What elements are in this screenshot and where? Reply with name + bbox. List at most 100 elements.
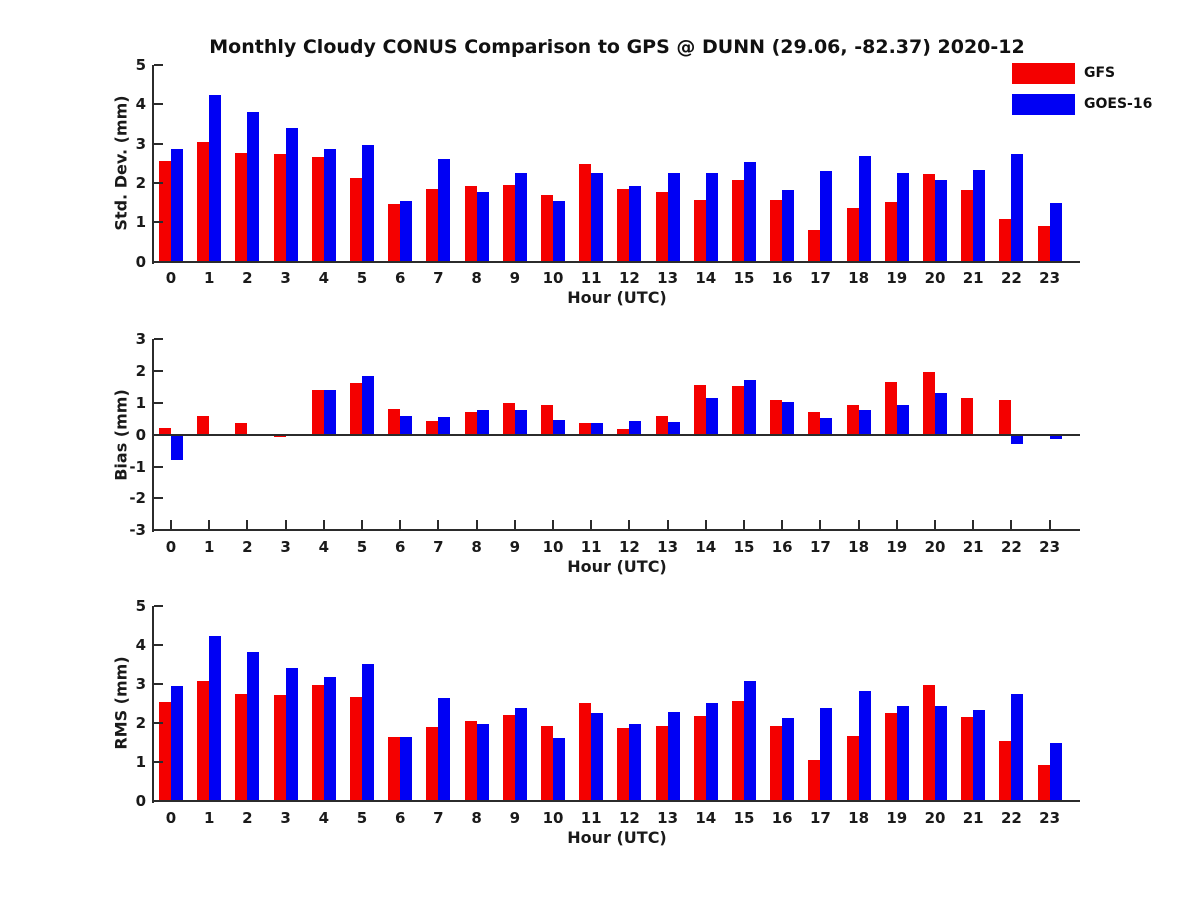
x-tick <box>1048 520 1051 530</box>
x-tick-label: 3 <box>280 809 291 827</box>
bar-goes16-h0 <box>171 686 183 801</box>
bar-goes16-h8 <box>476 410 489 435</box>
bar-gfs-h11 <box>579 703 592 801</box>
x-tick-label: 18 <box>848 809 870 827</box>
bar-goes16-h10 <box>553 737 565 801</box>
bar-gfs-h3 <box>273 434 286 438</box>
x-tick <box>666 520 669 530</box>
bar-gfs-h10 <box>541 725 553 801</box>
bar-gfs-h20 <box>923 174 935 262</box>
x-tick-label: 13 <box>657 269 679 287</box>
bar-goes16-h23 <box>1049 742 1062 801</box>
x-tick-label: 9 <box>509 538 521 556</box>
bar-gfs-h8 <box>464 411 477 435</box>
x-tick-label: 21 <box>962 538 984 556</box>
x-tick <box>284 520 287 530</box>
bar-goes16-h7 <box>438 697 451 801</box>
bar-goes16-h6 <box>400 736 413 801</box>
bar-goes16-h15 <box>744 681 756 801</box>
legend-label-gfs: GFS <box>1084 65 1116 81</box>
bar-goes16-h11 <box>591 173 604 262</box>
y-tick-label: 0 <box>135 252 146 271</box>
bar-goes16-h4 <box>323 148 336 262</box>
x-tick-label: 23 <box>1039 269 1061 287</box>
x-tick <box>552 520 554 530</box>
bar-goes16-h8 <box>476 191 489 262</box>
x-tick-label: 3 <box>280 269 291 287</box>
bar-gfs-h4 <box>311 156 324 262</box>
bar-goes16-h3 <box>285 127 298 262</box>
x-tick-label: 22 <box>1000 809 1022 827</box>
y-tick <box>154 338 163 340</box>
y-tick <box>154 497 163 500</box>
bar-gfs-h21 <box>961 397 974 435</box>
bar-goes16-h20 <box>935 180 947 262</box>
bar-gfs-h22 <box>999 740 1012 801</box>
x-tick-label: 6 <box>394 809 406 827</box>
bar-gfs-h13 <box>655 191 668 262</box>
x-tick-label: 22 <box>1000 269 1022 287</box>
x-tick-label: 15 <box>733 809 755 827</box>
bar-goes16-h18 <box>858 156 871 262</box>
bar-gfs-h5 <box>350 177 362 262</box>
bar-gfs-h11 <box>579 164 592 262</box>
bar-gfs-h1 <box>197 680 210 801</box>
x-tick-label: 20 <box>924 538 946 556</box>
x-tick <box>170 520 172 530</box>
bar-gfs-h17 <box>808 411 821 435</box>
bar-gfs-h5 <box>350 382 362 435</box>
x-tick-label: 22 <box>1000 538 1022 556</box>
x-tick <box>361 520 363 530</box>
bar-goes16-h13 <box>667 421 680 435</box>
y-tick <box>154 142 163 145</box>
x-tick-label: 12 <box>618 538 640 556</box>
y-tick-label: -1 <box>129 457 146 476</box>
x-tick-label: 16 <box>771 269 793 287</box>
bar-gfs-h19 <box>884 202 897 262</box>
bar-gfs-h9 <box>502 715 515 801</box>
y-tick <box>154 64 163 66</box>
x-tick-label: 0 <box>165 269 177 287</box>
bar-goes16-h22 <box>1011 693 1024 801</box>
bar-gfs-h7 <box>426 188 439 262</box>
y-tick-label: 3 <box>135 134 146 153</box>
x-tick-label: 2 <box>242 809 253 827</box>
x-tick-label: 9 <box>509 809 521 827</box>
bar-gfs-h2 <box>235 422 248 435</box>
x-tick-label: 16 <box>771 809 793 827</box>
x-tick-label: 7 <box>433 809 444 827</box>
x-tick-label: 0 <box>165 809 177 827</box>
x-tick-label: 1 <box>203 809 215 827</box>
y-tick <box>154 103 163 106</box>
bar-goes16-h8 <box>476 724 489 801</box>
y-tick-label: 4 <box>135 635 146 654</box>
y-tick <box>154 605 163 607</box>
bar-goes16-h14 <box>705 172 718 262</box>
bar-gfs-h8 <box>464 186 477 262</box>
bar-goes16-h19 <box>896 404 909 435</box>
bar-gfs-h10 <box>541 195 553 262</box>
legend-swatch-goes16 <box>1012 94 1075 115</box>
bar-goes16-h16 <box>782 718 795 801</box>
bar-goes16-h14 <box>705 702 718 801</box>
bar-goes16-h22 <box>1011 434 1024 445</box>
bar-gfs-h19 <box>884 712 897 801</box>
bar-gfs-h2 <box>235 694 248 801</box>
bar-goes16-h1 <box>209 95 222 262</box>
y-axis-line <box>152 606 154 803</box>
bar-gfs-h2 <box>235 153 248 262</box>
bar-goes16-h7 <box>438 416 451 435</box>
bar-goes16-h12 <box>629 185 642 262</box>
bar-goes16-h15 <box>744 162 756 262</box>
bar-goes16-h10 <box>553 419 565 435</box>
x-tick-label: 5 <box>356 269 368 287</box>
x-tick-label: 12 <box>618 809 640 827</box>
y-tick-label: -2 <box>129 489 146 508</box>
bar-goes16-h4 <box>323 676 336 801</box>
bar-goes16-h6 <box>400 201 413 262</box>
x-tick <box>475 520 478 530</box>
bar-gfs-h1 <box>197 141 210 262</box>
bar-gfs-h6 <box>388 408 401 435</box>
bar-goes16-h14 <box>705 397 718 435</box>
bar-gfs-h17 <box>808 230 821 262</box>
